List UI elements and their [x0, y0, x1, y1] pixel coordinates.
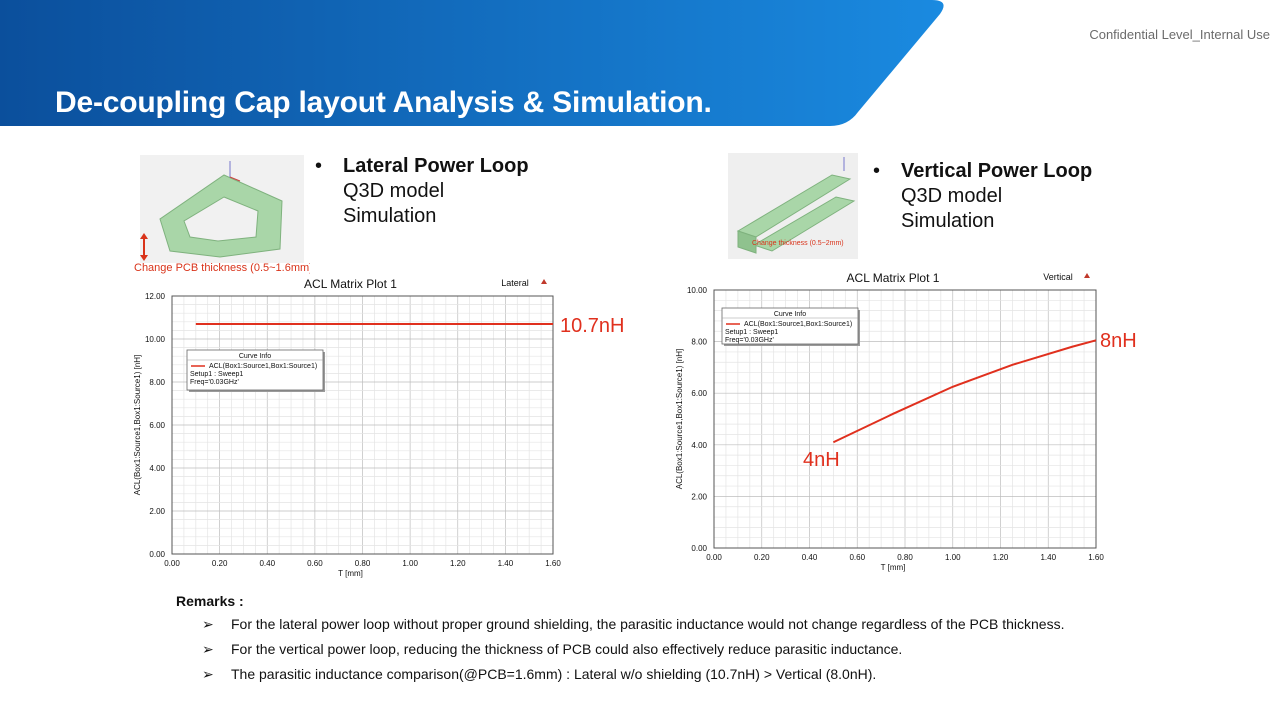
confidential-label: Confidential Level_Internal Use — [1089, 27, 1270, 42]
x-tick-label: 1.00 — [402, 559, 418, 568]
x-tick-label: 0.20 — [212, 559, 228, 568]
header-banner — [0, 0, 944, 126]
y-tick-label: 2.00 — [691, 492, 707, 501]
chart-tag: Vertical — [1043, 272, 1073, 282]
value-annotation: 8nH — [1100, 330, 1137, 352]
triangle-marker-icon — [541, 279, 547, 284]
x-tick-label: 1.40 — [498, 559, 514, 568]
remark-item: ➢ For the lateral power loop without pro… — [176, 616, 1065, 641]
x-tick-label: 1.20 — [450, 559, 466, 568]
chart-tag: Lateral — [501, 278, 529, 288]
y-tick-label: 0.00 — [149, 550, 165, 559]
x-tick-label: 0.80 — [897, 553, 913, 562]
y-tick-label: 4.00 — [149, 464, 165, 473]
lateral-bullet: • Lateral Power Loop Q3D model Simulatio… — [315, 154, 529, 229]
arrow-bullet-icon: ➢ — [202, 666, 214, 682]
remark-text: The parasitic inductance comparison(@PCB… — [231, 666, 877, 682]
x-tick-label: 0.40 — [802, 553, 818, 562]
vertical-chart: ACL Matrix Plot 1 Vertical 0.00 0.20 0.40 0.6… — [675, 271, 1137, 572]
y-tick-label: 12.00 — [145, 292, 166, 301]
legend-line2: Setup1 : Sweep1 — [725, 329, 778, 336]
x-tick-label: 1.60 — [1088, 553, 1104, 562]
y-tick-label: 8.00 — [149, 378, 165, 387]
bullet-dot: • — [315, 155, 323, 177]
x-tick-label: 0.80 — [355, 559, 371, 568]
x-tick-label: 1.20 — [993, 553, 1009, 562]
plot-frame — [713, 289, 1097, 549]
value-annotation: 4nH — [803, 449, 840, 471]
arrow-bullet-icon: ➢ — [202, 641, 214, 657]
y-axis-label: ACL(Box1:Source1,Box1:Source1) [nH] — [133, 355, 142, 496]
y-tick-label: 4.00 — [691, 441, 707, 450]
bullet-dot: • — [873, 160, 881, 182]
y-tick-label: 8.00 — [691, 338, 707, 347]
x-tick-label: 1.40 — [1040, 553, 1056, 562]
legend-box — [721, 307, 859, 345]
series-line — [832, 339, 1097, 444]
y-tick-label: 6.00 — [691, 389, 707, 398]
remark-item: ➢ For the vertical power loop, reducing … — [176, 641, 1065, 666]
vertical-line1: Q3D model — [901, 185, 1003, 207]
remark-text: For the lateral power loop without prope… — [231, 616, 1065, 632]
x-axis-label: T [mm] — [338, 569, 363, 578]
x-tick-label: 0.20 — [754, 553, 770, 562]
remark-text: For the vertical power loop, reducing th… — [231, 641, 903, 657]
remarks-title: Remarks : — [176, 593, 244, 609]
legend-title: Curve Info — [774, 311, 806, 318]
x-axis-label: T [mm] — [881, 563, 906, 572]
y-axis-label: ACL(Box1:Source1,Box1:Source1) [nH] — [675, 349, 684, 490]
y-tick-label: 0.00 — [691, 544, 707, 553]
lateral-heading: Lateral Power Loop — [343, 155, 529, 177]
vertical-image-caption: Change thickness (0.5~2mm) — [752, 240, 844, 247]
x-tick-label: 0.60 — [307, 559, 323, 568]
lateral-image-caption: Change PCB thickness (0.5~1.6mm) — [134, 262, 310, 274]
lateral-line1: Q3D model — [343, 180, 445, 202]
lateral-line2: Simulation — [343, 205, 437, 227]
legend-line2: Setup1 : Sweep1 — [190, 371, 243, 378]
legend-title: Curve Info — [239, 353, 271, 360]
legend-entry: ACL(Box1:Source1,Box1:Source1) — [209, 363, 317, 370]
lateral-model-image: Change PCB thickness (0.5~1.6mm) — [134, 155, 310, 274]
chart-title: ACL Matrix Plot 1 — [847, 271, 940, 285]
y-tick-label: 2.00 — [149, 507, 165, 516]
y-tick-label: 10.00 — [687, 286, 708, 295]
vertical-line2: Simulation — [901, 210, 995, 232]
y-tick-label: 6.00 — [149, 421, 165, 430]
chart-title: ACL Matrix Plot 1 — [304, 277, 397, 291]
x-tick-label: 1.60 — [545, 559, 561, 568]
lateral-chart: ACL Matrix Plot 1 Lateral 0.00 0.20 0.40 0.60… — [133, 277, 625, 578]
page-title: De-coupling Cap layout Analysis & Simula… — [55, 86, 712, 119]
remark-item: ➢ The parasitic inductance comparison(@P… — [176, 666, 1065, 691]
y-tick-label: 10.00 — [145, 335, 166, 344]
x-tick-label: 0.40 — [259, 559, 275, 568]
vertical-model-image: Change thickness (0.5~2mm) — [728, 153, 858, 259]
triangle-marker-icon — [1084, 273, 1090, 278]
vertical-heading: Vertical Power Loop — [901, 160, 1093, 182]
arrow-bullet-icon: ➢ — [202, 616, 214, 632]
plot-frame — [171, 295, 554, 555]
remarks: Remarks : ➢ For the lateral power loop w… — [176, 593, 1065, 691]
legend-line3: Freq='0.03GHz' — [190, 379, 239, 386]
legend-line3: Freq='0.03GHz' — [725, 337, 774, 344]
vertical-bullet: • Vertical Power Loop Q3D model Simulati… — [873, 159, 1093, 234]
x-tick-label: 0.00 — [706, 553, 722, 562]
legend-entry: ACL(Box1:Source1,Box1:Source1) — [744, 321, 852, 328]
value-annotation: 10.7nH — [560, 315, 625, 337]
legend-box — [186, 349, 324, 391]
x-tick-label: 0.60 — [849, 553, 865, 562]
x-tick-label: 0.00 — [164, 559, 180, 568]
x-tick-label: 1.00 — [945, 553, 961, 562]
